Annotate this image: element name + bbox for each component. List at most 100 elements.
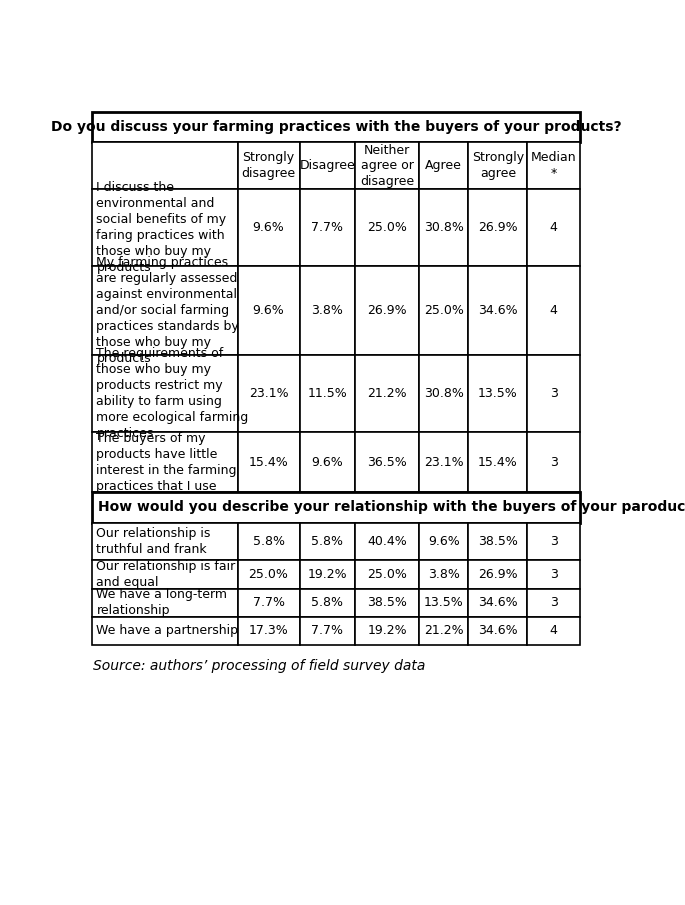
Bar	[299, 355, 356, 432]
Text: 30.8%: 30.8%	[424, 222, 464, 234]
Text: How would you describe your relationship with the buyers of your paroducts?: How would you describe your relationship…	[98, 500, 685, 514]
Bar	[92, 589, 238, 617]
Text: 23.1%: 23.1%	[424, 455, 464, 469]
Text: Strongly
agree: Strongly agree	[472, 151, 524, 180]
Bar	[238, 560, 299, 589]
Text: Our relationship is
truthful and frank: Our relationship is truthful and frank	[97, 527, 211, 556]
Bar	[356, 355, 419, 432]
Text: The buyers of my
products have little
interest in the farming
practices that I u: The buyers of my products have little in…	[97, 432, 237, 492]
Text: 9.6%: 9.6%	[312, 455, 343, 469]
Bar	[356, 432, 419, 492]
Text: 3: 3	[550, 568, 558, 581]
Bar	[238, 355, 299, 432]
Bar	[92, 142, 238, 189]
Bar	[92, 355, 238, 432]
Bar	[527, 560, 580, 589]
Bar	[356, 560, 419, 589]
Text: 5.8%: 5.8%	[312, 535, 343, 548]
Text: 25.0%: 25.0%	[367, 568, 407, 581]
Text: 25.0%: 25.0%	[367, 222, 407, 234]
Bar	[299, 617, 356, 644]
Bar	[92, 560, 238, 589]
Bar	[527, 523, 580, 560]
Text: 21.2%: 21.2%	[424, 624, 464, 637]
Bar	[356, 266, 419, 355]
Bar	[299, 560, 356, 589]
Text: Neither
agree or
disagree: Neither agree or disagree	[360, 144, 414, 187]
Text: 11.5%: 11.5%	[308, 387, 347, 400]
Bar	[527, 355, 580, 432]
Text: 19.2%: 19.2%	[367, 624, 407, 637]
Text: 26.9%: 26.9%	[367, 304, 407, 318]
Text: 34.6%: 34.6%	[478, 624, 518, 637]
Text: Source: authors’ processing of field survey data: Source: authors’ processing of field sur…	[93, 659, 426, 673]
Bar	[527, 266, 580, 355]
Text: 3: 3	[550, 387, 558, 400]
Text: 3: 3	[550, 455, 558, 469]
Text: 9.6%: 9.6%	[253, 222, 284, 234]
Bar	[419, 266, 469, 355]
Bar	[92, 617, 238, 644]
Text: I discuss the
environmental and
social benefits of my
faring practices with
thos: I discuss the environmental and social b…	[97, 181, 227, 274]
Text: 25.0%: 25.0%	[249, 568, 288, 581]
Text: We have a long-term
relationship: We have a long-term relationship	[97, 588, 227, 617]
Text: 4: 4	[550, 222, 558, 234]
Bar	[238, 432, 299, 492]
Bar	[419, 189, 469, 266]
Text: 9.6%: 9.6%	[253, 304, 284, 318]
Bar	[238, 189, 299, 266]
Bar	[356, 589, 419, 617]
Bar	[238, 589, 299, 617]
Text: 34.6%: 34.6%	[478, 596, 518, 609]
Bar	[356, 617, 419, 644]
Bar	[356, 523, 419, 560]
Text: 7.7%: 7.7%	[312, 222, 343, 234]
Text: 36.5%: 36.5%	[367, 455, 407, 469]
Text: The requirements of
those who buy my
products restrict my
ability to farm using
: The requirements of those who buy my pro…	[97, 347, 249, 440]
Text: 23.1%: 23.1%	[249, 387, 288, 400]
Text: Median
*: Median *	[531, 151, 577, 180]
Bar	[299, 266, 356, 355]
Bar	[469, 523, 527, 560]
Bar	[419, 617, 469, 644]
Text: Agree: Agree	[425, 159, 462, 172]
Bar	[299, 142, 356, 189]
Bar	[92, 523, 238, 560]
Text: Disagree: Disagree	[299, 159, 356, 172]
Text: 25.0%: 25.0%	[424, 304, 464, 318]
Bar	[469, 266, 527, 355]
Text: My farming practices
are regularly assessed
against environmental
and/or social : My farming practices are regularly asses…	[97, 256, 239, 366]
Bar	[92, 266, 238, 355]
Text: 5.8%: 5.8%	[312, 596, 343, 609]
Text: 3.8%: 3.8%	[312, 304, 343, 318]
Bar	[419, 355, 469, 432]
Bar	[92, 112, 580, 142]
Text: 21.2%: 21.2%	[367, 387, 407, 400]
Text: 15.4%: 15.4%	[478, 455, 518, 469]
Text: 4: 4	[550, 304, 558, 318]
Text: 26.9%: 26.9%	[478, 222, 518, 234]
Text: 4: 4	[550, 624, 558, 637]
Bar	[356, 142, 419, 189]
Bar	[469, 355, 527, 432]
Bar	[299, 189, 356, 266]
Bar	[527, 432, 580, 492]
Bar	[469, 617, 527, 644]
Text: 15.4%: 15.4%	[249, 455, 288, 469]
Bar	[419, 142, 469, 189]
Bar	[299, 589, 356, 617]
Bar	[238, 523, 299, 560]
Text: 13.5%: 13.5%	[478, 387, 518, 400]
Bar	[356, 189, 419, 266]
Bar	[92, 492, 580, 523]
Text: 38.5%: 38.5%	[367, 596, 407, 609]
Text: 38.5%: 38.5%	[478, 535, 518, 548]
Bar	[419, 432, 469, 492]
Text: 7.7%: 7.7%	[253, 596, 284, 609]
Text: 30.8%: 30.8%	[424, 387, 464, 400]
Bar	[527, 189, 580, 266]
Bar	[92, 189, 238, 266]
Text: Our relationship is fair
and equal: Our relationship is fair and equal	[97, 560, 236, 589]
Bar	[238, 142, 299, 189]
Bar	[469, 142, 527, 189]
